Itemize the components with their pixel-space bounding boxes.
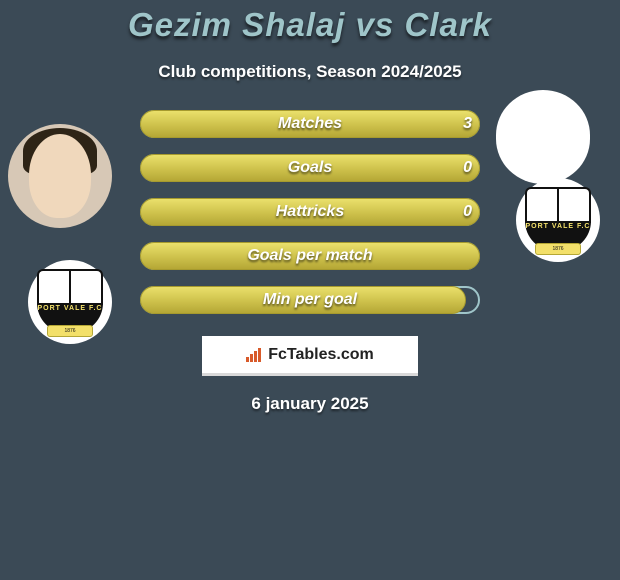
watermark-text: FcTables.com xyxy=(268,346,374,364)
stat-row: Min per goal xyxy=(140,286,480,314)
page-title: Gezim Shalaj vs Clark xyxy=(0,0,620,44)
stat-row: Goals 0 xyxy=(140,154,480,182)
stat-label: Matches xyxy=(140,110,480,138)
stat-row: Matches 3 xyxy=(140,110,480,138)
player2-avatar xyxy=(496,90,590,184)
player2-club-badge: PORT VALE F.C 1876 xyxy=(516,178,600,262)
stat-label: Goals xyxy=(140,154,480,182)
date-text: 6 january 2025 xyxy=(0,394,620,414)
chart-icon xyxy=(246,348,264,362)
stat-row: Hattricks 0 xyxy=(140,198,480,226)
crest-icon: PORT VALE F.C 1876 xyxy=(525,187,591,253)
stat-label: Goals per match xyxy=(140,242,480,270)
stat-row: Goals per match xyxy=(140,242,480,270)
stat-value: 3 xyxy=(463,110,472,138)
stat-label: Hattricks xyxy=(140,198,480,226)
stat-value: 0 xyxy=(463,198,472,226)
stat-value: 0 xyxy=(463,154,472,182)
stat-label: Min per goal xyxy=(140,286,480,314)
watermark: FcTables.com xyxy=(202,336,418,376)
page-subtitle: Club competitions, Season 2024/2025 xyxy=(0,62,620,82)
player1-avatar xyxy=(8,124,112,228)
player1-club-badge: PORT VALE F.C 1876 xyxy=(28,260,112,344)
crest-icon: PORT VALE F.C 1876 xyxy=(37,269,103,335)
